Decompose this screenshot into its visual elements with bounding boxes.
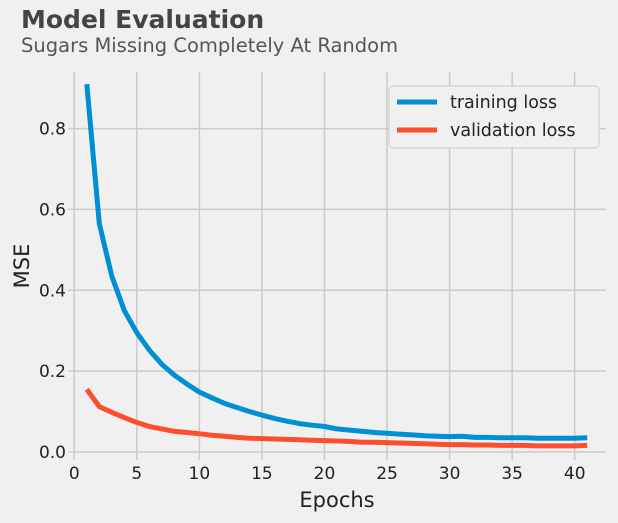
x-tick-label: 20 xyxy=(314,464,336,484)
x-tick-label: 40 xyxy=(564,464,586,484)
y-tick-label: 0.4 xyxy=(39,281,66,301)
x-tick-label: 0 xyxy=(69,464,80,484)
x-tick-label: 5 xyxy=(131,464,142,484)
chart-subtitle: Sugars Missing Completely At Random xyxy=(21,34,399,57)
y-tick-label: 0.2 xyxy=(39,362,66,382)
y-tick-label: 0.6 xyxy=(39,200,66,220)
y-tick-label: 0.8 xyxy=(39,120,66,140)
series-line-training-loss xyxy=(84,83,588,441)
x-tick-label: 10 xyxy=(189,464,211,484)
y-tick-label: 0.0 xyxy=(39,443,66,463)
x-axis-label: Epochs xyxy=(299,488,374,512)
series-line-validation-loss xyxy=(84,387,588,449)
legend-label: validation loss xyxy=(450,121,576,141)
x-tick-label: 15 xyxy=(251,464,273,484)
chart-title: Model Evaluation xyxy=(21,5,265,34)
legend-box xyxy=(388,85,600,149)
x-tick-label: 30 xyxy=(439,464,461,484)
x-tick-label: 35 xyxy=(501,464,523,484)
legend: training loss validation loss xyxy=(388,85,600,149)
legend-label: training loss xyxy=(450,93,557,113)
x-tick-label: 25 xyxy=(376,464,398,484)
y-axis-label: MSE xyxy=(10,244,34,289)
